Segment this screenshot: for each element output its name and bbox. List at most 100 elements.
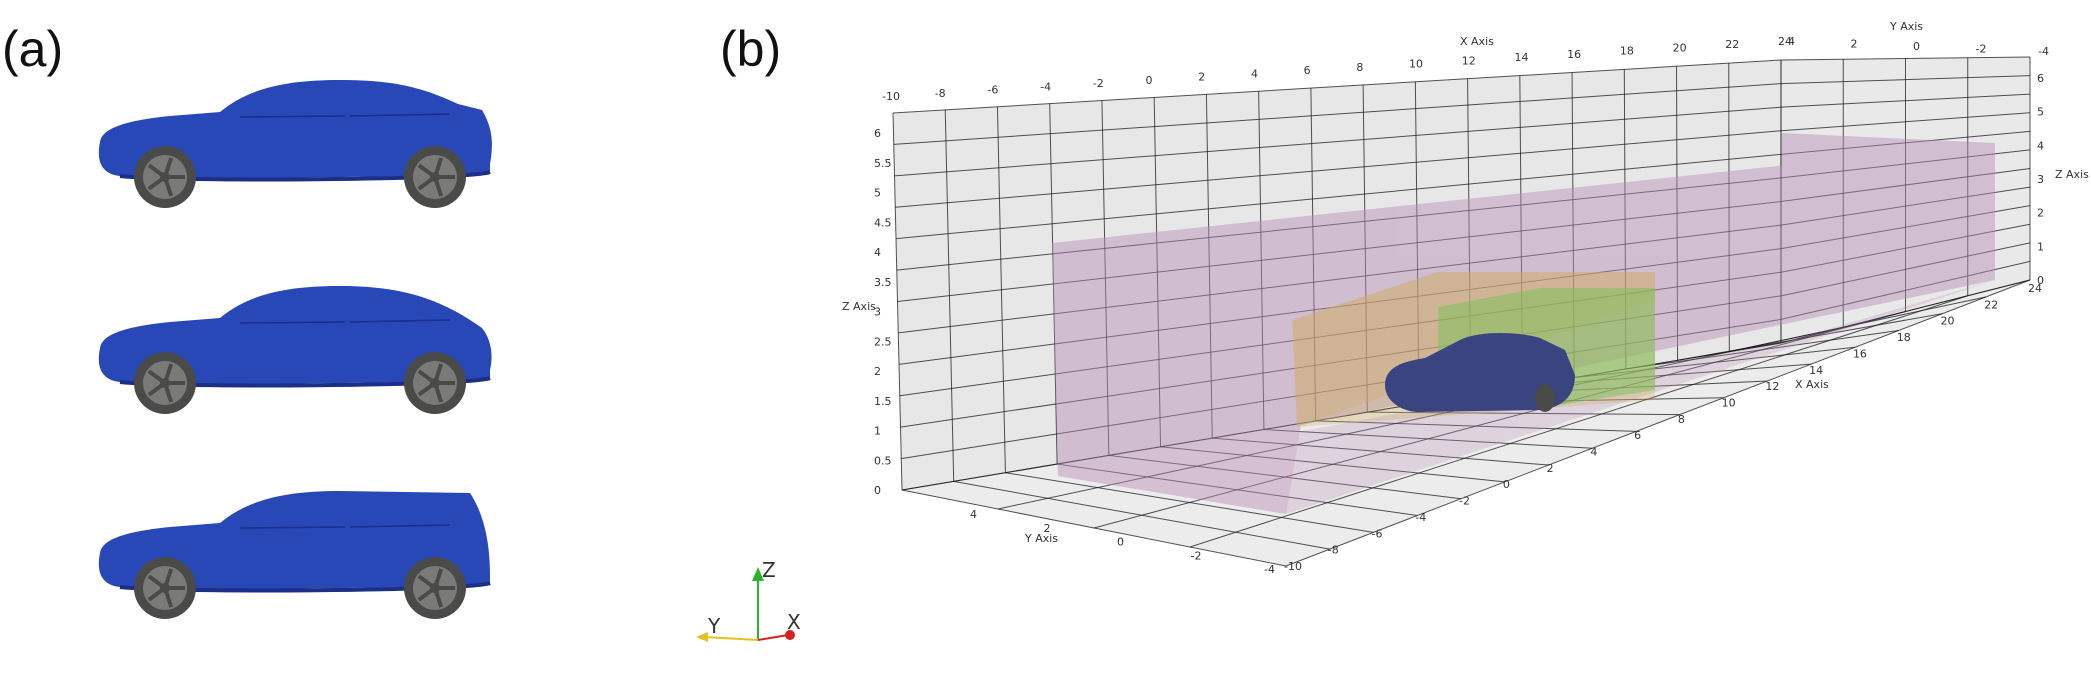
grid-line-back-horizontal bbox=[895, 130, 1782, 208]
car-notchback-side-view bbox=[98, 80, 492, 208]
wheel-hub bbox=[160, 583, 170, 593]
x-axis-tick-label-top: 24 bbox=[1778, 35, 1792, 48]
y-axis-tick-label-top: 4 bbox=[1788, 35, 1795, 48]
z-axis-tick-label-left: 0.5 bbox=[874, 454, 892, 467]
triad-y-label: Y bbox=[707, 614, 721, 638]
car-3d-model bbox=[1385, 333, 1575, 412]
x-axis-tick-label-top: 18 bbox=[1620, 45, 1634, 58]
y-axis-tick-label-top: -4 bbox=[2038, 45, 2049, 58]
grid-line-floor-depth bbox=[997, 326, 1844, 510]
z-axis-tick-label-right: 5 bbox=[2037, 106, 2044, 119]
car-body bbox=[98, 80, 492, 178]
car-fastback-side-view bbox=[98, 286, 492, 414]
z-axis-tick-label-right: 0 bbox=[2037, 274, 2044, 287]
z-axis-tick-label-right: 6 bbox=[2037, 72, 2044, 85]
car-body bbox=[98, 286, 492, 384]
x-axis-tick-label-bottom: -4 bbox=[1415, 511, 1426, 524]
z-axis-tick-label-left: 5.5 bbox=[874, 157, 892, 170]
z-axis-tick-label-left: 6 bbox=[874, 127, 881, 140]
x-axis-tick-label-top: 12 bbox=[1462, 54, 1476, 67]
wheel-hub bbox=[160, 172, 170, 182]
x-axis-tick-label-bottom: 0 bbox=[1503, 478, 1510, 491]
x-axis-tick-label-top: 20 bbox=[1673, 41, 1687, 54]
z-axis-tick-label-left: 4.5 bbox=[874, 216, 892, 229]
car-beltline bbox=[239, 319, 451, 324]
grid-line-floor-depth bbox=[1093, 311, 1906, 529]
x-axis-tick-label-top: -6 bbox=[987, 84, 998, 97]
grid-line-back-horizontal bbox=[894, 106, 1782, 177]
y-axis-tick-label-bottom: -2 bbox=[1191, 549, 1202, 562]
grid-line-floor-depth bbox=[1189, 295, 1968, 548]
triad-y-arrowhead bbox=[696, 632, 708, 642]
triad-x-label: X bbox=[787, 610, 801, 634]
wheel-hub bbox=[430, 378, 440, 388]
x-axis-tick-label-top: 22 bbox=[1725, 38, 1739, 51]
x-axis-tick-label-top: -10 bbox=[882, 90, 900, 103]
computational-domain-3d-view: -10 -8 -6 -4 -2 0 2 4 6 8 10 12 14 16 18 20 22 244 2 0 -2 -46… bbox=[842, 20, 2089, 576]
x-axis-tick-label-bottom: 20 bbox=[1940, 315, 1954, 328]
x-axis-title-top: X Axis bbox=[1460, 35, 1494, 48]
grid-line-back-horizontal bbox=[893, 83, 1782, 145]
z-axis-tick-label-right: 3 bbox=[2037, 173, 2044, 186]
x-axis-tick-label-top: -8 bbox=[935, 87, 946, 100]
x-axis-tick-label-bottom: 4 bbox=[1590, 446, 1597, 459]
x-axis-tick-label-top: 6 bbox=[1304, 64, 1311, 77]
z-axis-tick-label-left: 3.5 bbox=[874, 276, 892, 289]
grid-line-back-horizontal bbox=[896, 177, 1782, 271]
z-axis-tick-label-left: 1 bbox=[874, 425, 881, 438]
y-axis-tick-label-top: 0 bbox=[1913, 40, 1920, 53]
y-axis-tick-label-bottom: 0 bbox=[1117, 536, 1124, 549]
z-axis-tick-label-left: 1.5 bbox=[874, 395, 892, 408]
x-axis-tick-label-bottom: 14 bbox=[1809, 364, 1823, 377]
triad-z-label: Z bbox=[762, 558, 776, 582]
grid-line-back-horizontal bbox=[892, 59, 1782, 114]
car-body bbox=[98, 491, 490, 589]
x-axis-tick-label-top: -4 bbox=[1040, 80, 1051, 93]
y-axis-tick-label-bottom: -4 bbox=[1264, 563, 1275, 576]
x-axis-tick-label-top: 2 bbox=[1198, 71, 1205, 84]
x-axis-tick-label-bottom: 8 bbox=[1678, 413, 1685, 426]
triad-z-arrowhead bbox=[752, 567, 764, 581]
z-axis-tick-label-left: 2 bbox=[874, 365, 881, 378]
y-axis-tick-label-top: -2 bbox=[1976, 43, 1987, 56]
x-axis-tick-label-bottom: 18 bbox=[1897, 331, 1911, 344]
x-axis-tick-label-bottom: 10 bbox=[1722, 396, 1736, 409]
y-axis-tick-label-top: 2 bbox=[1851, 38, 1858, 51]
car-beltline bbox=[239, 113, 451, 118]
z-axis-tick-label-right: 2 bbox=[2037, 207, 2044, 220]
triad-x-axis bbox=[757, 634, 789, 641]
panel-label-a: (a) bbox=[2, 21, 64, 77]
z-axis-tick-label-left: 3 bbox=[874, 306, 881, 319]
x-axis-tick-label-bottom: 2 bbox=[1547, 462, 1554, 475]
x-axis-tick-label-top: 16 bbox=[1567, 48, 1581, 61]
x-axis-title-bottom: X Axis bbox=[1795, 378, 1829, 391]
x-axis-tick-label-bottom: 16 bbox=[1853, 347, 1867, 360]
z-axis-title-left: Z Axis bbox=[842, 300, 876, 313]
triad-y-axis bbox=[703, 636, 759, 641]
x-axis-tick-label-bottom: 22 bbox=[1984, 298, 1998, 311]
car-estateback-side-view bbox=[98, 491, 491, 619]
grid-line-back-horizontal bbox=[897, 201, 1782, 302]
z-axis-title-right: Z Axis bbox=[2055, 168, 2089, 181]
z-axis-tick-label-right: 4 bbox=[2037, 139, 2044, 152]
z-axis-tick-label-left: 5 bbox=[874, 187, 881, 200]
z-axis-tick-label-right: 1 bbox=[2037, 240, 2044, 253]
x-axis-tick-label-top: 4 bbox=[1251, 67, 1258, 80]
axis-ticks-layer: -10 -8 -6 -4 -2 0 2 4 6 8 10 12 14 16 18 20 22 244 2 0 -2 -46… bbox=[874, 35, 2049, 576]
triad-x-arrowhead bbox=[785, 630, 795, 640]
car-beltline bbox=[239, 524, 451, 529]
x-axis-tick-label-bottom: -2 bbox=[1459, 495, 1470, 508]
x-axis-tick-label-bottom: 12 bbox=[1765, 380, 1779, 393]
x-axis-tick-label-bottom: 6 bbox=[1634, 429, 1641, 442]
back-wall-plane bbox=[893, 60, 1781, 490]
x-axis-tick-label-bottom: -6 bbox=[1372, 527, 1383, 540]
grid-lines bbox=[892, 56, 2031, 567]
x-axis-tick-label-bottom: -10 bbox=[1284, 560, 1302, 573]
x-axis-tick-label-bottom: -8 bbox=[1328, 544, 1339, 557]
x-axis-tick-label-top: -2 bbox=[1093, 77, 1104, 90]
wheel-hub bbox=[430, 583, 440, 593]
y-axis-title-top: Y Axis bbox=[1889, 20, 1923, 33]
grid-line-back-horizontal bbox=[895, 153, 1782, 240]
x-axis-tick-label-top: 14 bbox=[1514, 51, 1528, 64]
z-axis-tick-label-left: 4 bbox=[874, 246, 881, 259]
